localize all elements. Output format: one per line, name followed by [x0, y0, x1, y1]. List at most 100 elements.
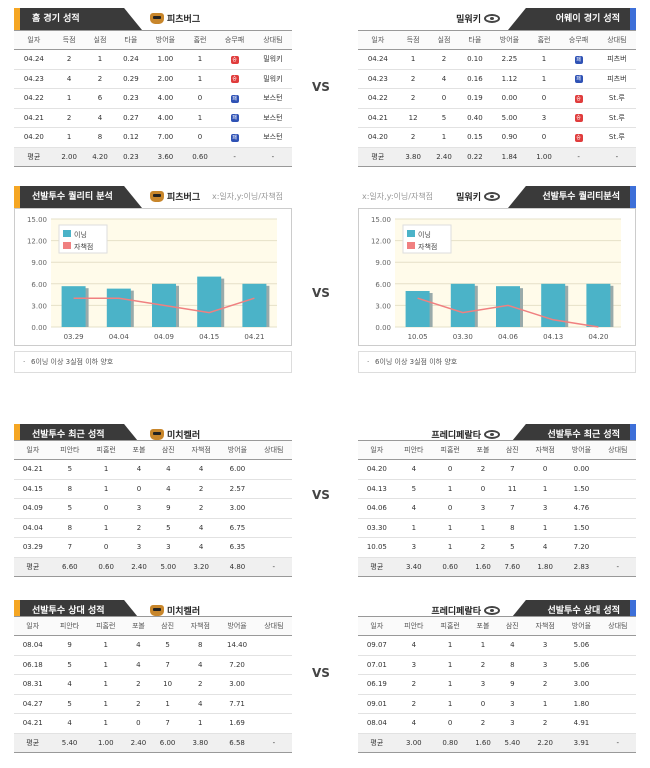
quality-header-right: 선발투수 퀄리티분석 — [508, 186, 636, 208]
column-header: 피안타 — [51, 440, 88, 460]
table-cell: 5.40 — [497, 733, 527, 753]
innings-bar — [61, 286, 86, 327]
table-cell: 8 — [182, 635, 219, 656]
table-cell: 2.40 — [123, 733, 153, 753]
legend-label-earned-runs: 자책점 — [74, 242, 93, 251]
result-cell: 승 — [215, 49, 254, 70]
x-tick-label: 04.20 — [588, 333, 608, 341]
column-header: 상대팀 — [255, 440, 292, 460]
table-row: 07.01 3 1 2 8 3 5.06 — [358, 655, 636, 675]
quality-note-right: 6이닝 이상 3실점 이하 양호 — [358, 351, 636, 373]
table-cell: 4.91 — [563, 713, 600, 734]
column-header: 피안타 — [395, 440, 432, 460]
pirates-logo-icon — [150, 191, 164, 202]
x-tick-label: 04.15 — [199, 333, 219, 341]
table-cell: 0.23 — [115, 88, 147, 109]
average-row: 평균 3.00 0.80 1.60 5.40 2.20 3.91- — [358, 733, 636, 753]
table-cell: 1.84 — [490, 147, 529, 167]
column-header: 득점 — [53, 30, 85, 50]
y-tick-label: 6.00 — [31, 281, 47, 289]
table-cell: St.루 — [597, 108, 636, 128]
table-cell: 1 — [526, 518, 564, 538]
table-cell — [255, 635, 292, 656]
table-cell: 2 — [182, 498, 220, 519]
table-cell: - — [255, 733, 292, 753]
pirates-logo-icon — [150, 429, 164, 440]
table-cell: 1.12 — [490, 69, 529, 89]
table-cell: 0 — [88, 537, 125, 558]
vs-label: VS — [312, 666, 330, 680]
team-name: 피츠버그 — [167, 193, 201, 203]
table-cell: 04.21 — [14, 108, 54, 128]
table-cell: 04.06 — [358, 498, 396, 519]
average-row: 평균 2.00 4.20 0.23 3.60 0.60- - — [14, 147, 292, 167]
average-row: 평균 5.40 1.00 2.40 6.00 3.80 6.58- — [14, 733, 292, 753]
table-cell: 1 — [468, 518, 498, 538]
axis-note-right: x:일자,y:이닝/자책점 — [362, 192, 434, 201]
y-tick-label: 6.00 — [375, 281, 391, 289]
table-cell: 4 — [124, 459, 154, 480]
table-cell: 4 — [51, 713, 88, 734]
table-cell: 7.20 — [218, 655, 256, 675]
y-tick-label: 9.00 — [375, 259, 391, 267]
innings-bar — [405, 291, 430, 327]
table-cell: 1 — [432, 479, 469, 499]
result-cell: 승 — [215, 69, 254, 89]
column-header: 일자 — [14, 30, 54, 50]
table-cell: 08.04 — [14, 635, 52, 656]
versus-table-right: 일자 피안타 피홈런 포볼 삼진 자책점 방어율 상대팀 09.07 4 1 1 4 3 5.06 07.01… — [358, 616, 636, 753]
average-row: 평균 3.80 2.40 0.22 1.84 1.00- - — [358, 147, 636, 167]
table-row: 04.23 2 4 0.16 1.12 1 패 피츠버 — [358, 69, 636, 89]
table-row: 04.21 5 1 4 4 4 6.00 — [14, 459, 292, 480]
table-cell: 2 — [468, 655, 498, 675]
result-badge-icon: 패 — [230, 114, 239, 123]
table-cell: 3 — [528, 108, 560, 128]
table-cell: 1 — [432, 655, 469, 675]
table-cell: 2 — [468, 713, 498, 734]
table-cell: 04.15 — [14, 479, 52, 499]
innings-bar — [450, 283, 475, 327]
table-cell: 2.40 — [428, 147, 460, 167]
column-header: 삼진 — [152, 616, 183, 636]
table-row: 04.22 1 6 0.23 4.00 0 패 보스턴 — [14, 88, 292, 109]
table-cell: 04.21 — [14, 459, 52, 480]
table-cell: 1 — [184, 49, 216, 70]
table-cell: 9 — [51, 635, 88, 656]
table-cell: 1 — [526, 479, 564, 499]
table-cell — [599, 479, 636, 499]
result-cell: 승 — [559, 88, 598, 109]
table-cell: 2.83 — [563, 557, 600, 577]
column-header: 피홈런 — [87, 616, 124, 636]
pitcher-name: 미치켈러 — [167, 431, 201, 441]
table-cell: 0.00 — [490, 88, 529, 109]
table-cell: 2 — [395, 694, 432, 714]
table-cell: 7.60 — [497, 557, 527, 577]
table-row: 04.24 2 1 0.24 1.00 1 승 밀워키 — [14, 49, 292, 70]
away-record-table: 일자 득점 실점 타율 방어율 홈런 승무패 상대팀 04.24 1 2 0.10 2.25 1 패 피츠버 0… — [358, 30, 636, 167]
table-row: 08.04 9 1 4 5 8 14.40 — [14, 635, 292, 656]
table-cell: 0.10 — [459, 49, 491, 70]
table-cell: 5 — [395, 479, 432, 499]
table-row: 04.21 2 4 0.27 4.00 1 패 보스턴 — [14, 108, 292, 128]
table-cell — [599, 655, 636, 675]
axis-note-left: x:일자,y:이닝/자책점 — [212, 192, 284, 201]
team-name: 밀워키 — [456, 193, 481, 203]
team-name: 피츠버그 — [167, 15, 201, 25]
result-cell: 패 — [559, 49, 598, 70]
table-cell: 밀워키 — [253, 69, 292, 89]
table-cell: 1.00 — [528, 147, 560, 167]
pitcher-label-right: 프레디페랄타 — [431, 428, 500, 441]
table-cell: 1 — [468, 635, 498, 656]
vs-label: VS — [312, 488, 330, 502]
table-cell — [599, 694, 636, 714]
table-cell: 보스턴 — [253, 127, 292, 148]
table-cell: 4 — [182, 694, 219, 714]
table-cell: 5.06 — [563, 655, 600, 675]
table-cell: 3 — [497, 694, 527, 714]
table-cell: 보스턴 — [253, 88, 292, 109]
table-cell: 5.00 — [490, 108, 529, 128]
table-cell: 0.16 — [459, 69, 491, 89]
table-cell: 04.21 — [14, 713, 52, 734]
table-row: 04.21 12 5 0.40 5.00 3 승 St.루 — [358, 108, 636, 128]
table-cell: 1 — [87, 694, 124, 714]
